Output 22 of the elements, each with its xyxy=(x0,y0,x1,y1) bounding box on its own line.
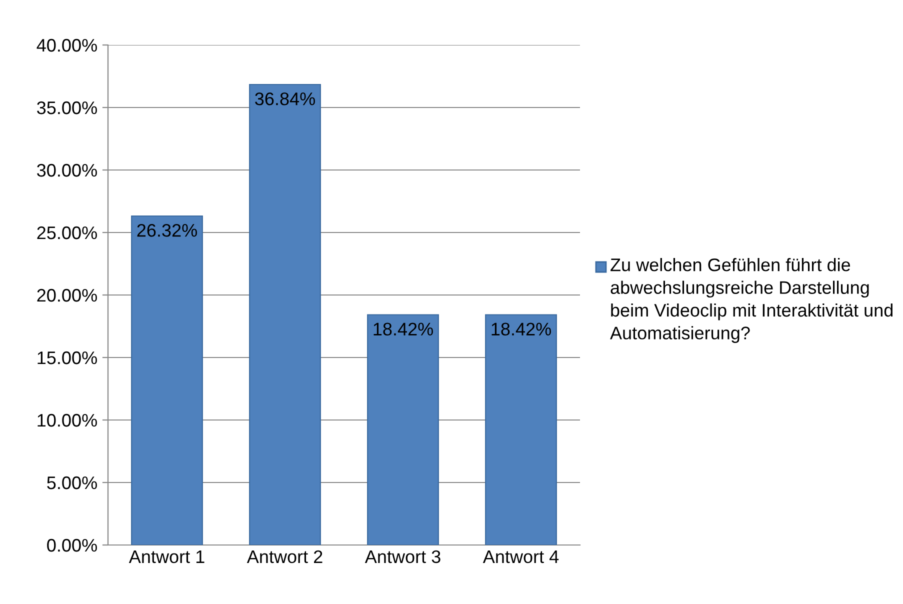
data-label: 36.84% xyxy=(255,92,315,106)
bar xyxy=(367,314,439,545)
y-tick-label: 35.00% xyxy=(37,101,97,114)
y-tick-label: 25.00% xyxy=(37,226,97,240)
y-tick-label: 20.00% xyxy=(37,288,97,302)
data-label: 18.42% xyxy=(492,322,551,336)
bar xyxy=(131,215,203,545)
y-tick-label: 0.00% xyxy=(47,538,97,552)
legend-label: Zu welchen Gefühlen führt die abwechslungsreiche Darstellung beim Videoclip mit Interaktivität und Automatisierung? xyxy=(610,258,893,343)
y-tick-label: 30.00% xyxy=(37,164,97,177)
y-tick-label: 40.00% xyxy=(36,38,97,52)
y-tick-label: 15.00% xyxy=(38,351,97,364)
x-tick-label: Antwort 2 xyxy=(246,550,322,564)
data-label: 26.32% xyxy=(137,224,197,237)
x-tick-label: Antwort 4 xyxy=(482,550,559,564)
bar xyxy=(249,84,321,545)
y-tick-label: 5.00% xyxy=(47,476,97,490)
x-tick-label: Antwort 3 xyxy=(364,550,440,564)
y-tick-label: 10.00% xyxy=(38,414,97,427)
x-tick-label: Antwort 1 xyxy=(128,550,204,564)
data-label: 18.42% xyxy=(374,322,433,336)
bar xyxy=(485,314,557,545)
